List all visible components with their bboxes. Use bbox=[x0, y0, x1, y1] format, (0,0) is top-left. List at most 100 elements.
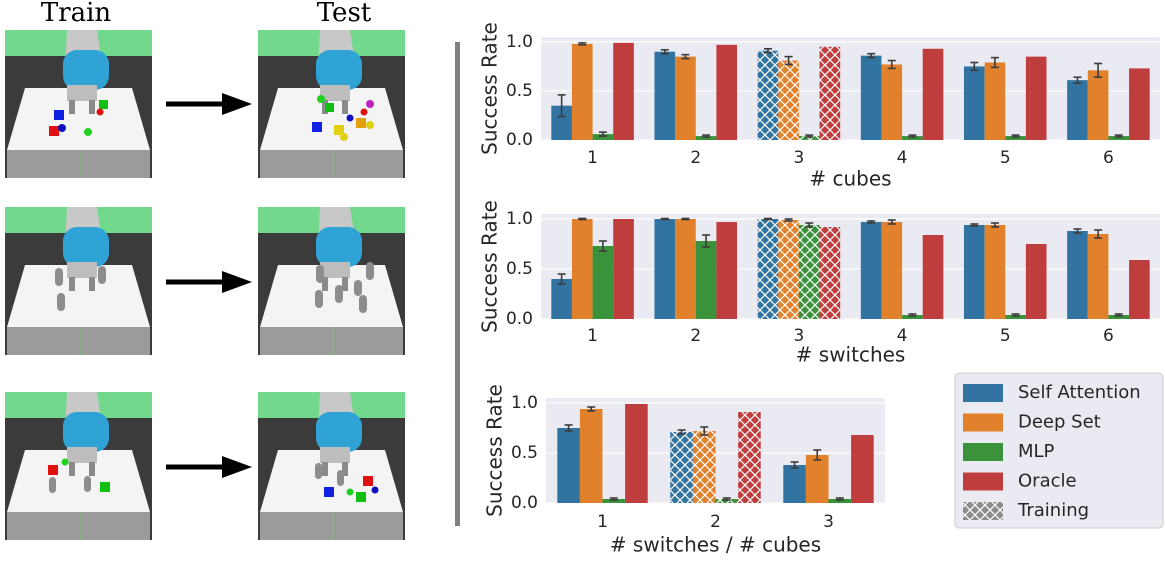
error-bar bbox=[700, 426, 709, 436]
scene-objects bbox=[48, 458, 110, 493]
error-bar bbox=[784, 218, 793, 222]
training-hatch bbox=[757, 50, 779, 140]
bar bbox=[1005, 136, 1026, 140]
y-tick-label: 0.0 bbox=[511, 493, 538, 513]
y-tick-label: 1.0 bbox=[511, 393, 538, 413]
bar bbox=[551, 279, 572, 319]
bar bbox=[675, 219, 696, 319]
bar bbox=[881, 222, 903, 319]
bar bbox=[592, 134, 614, 140]
x-tick-label: 6 bbox=[1103, 326, 1114, 346]
legend-swatch bbox=[963, 413, 1003, 432]
error-bar bbox=[835, 497, 844, 501]
bar bbox=[716, 222, 738, 319]
error-bar bbox=[805, 222, 814, 228]
error-bar bbox=[702, 134, 711, 138]
x-tick-label: 3 bbox=[794, 148, 805, 168]
bar bbox=[860, 55, 882, 141]
bar bbox=[613, 42, 634, 141]
bar-chart: 0.0 0.5 1.0 1 2 3 4 5 6 # switches Success Rate bbox=[478, 200, 1160, 367]
bar bbox=[571, 43, 593, 140]
bar bbox=[1087, 234, 1109, 319]
y-axis-label: Success Rate bbox=[483, 384, 507, 517]
y-tick-label: 0.5 bbox=[506, 81, 533, 101]
error-bar bbox=[587, 406, 596, 412]
training-hatch bbox=[715, 499, 739, 503]
error-bar bbox=[763, 47, 772, 54]
bar bbox=[592, 246, 614, 319]
x-axis-label: # switches / # cubes bbox=[610, 533, 821, 557]
x-tick-label: 6 bbox=[1103, 148, 1114, 168]
error-bar bbox=[598, 131, 607, 137]
bar bbox=[922, 235, 944, 319]
error-bar bbox=[805, 134, 814, 138]
bar bbox=[828, 499, 852, 503]
bar bbox=[984, 225, 1006, 319]
legend-swatch-hatch bbox=[963, 502, 1003, 520]
bar bbox=[579, 409, 603, 503]
bar bbox=[1067, 231, 1088, 319]
legend-swatch bbox=[963, 472, 1003, 491]
scene-image bbox=[4, 206, 153, 356]
bar bbox=[1087, 70, 1109, 140]
error-bar bbox=[1073, 76, 1082, 84]
error-bar bbox=[681, 53, 690, 60]
bar bbox=[881, 64, 903, 140]
error-bar bbox=[578, 42, 587, 46]
bar bbox=[1067, 80, 1088, 140]
bar bbox=[675, 56, 696, 140]
error-bar bbox=[887, 219, 896, 225]
bar bbox=[551, 105, 572, 140]
bar bbox=[716, 44, 738, 140]
bar bbox=[805, 455, 829, 503]
x-tick-label: 2 bbox=[710, 512, 721, 532]
training-hatch bbox=[670, 432, 693, 503]
bar-chart: 0.0 0.5 1.0 1 2 3# switches / # cubes Success … bbox=[483, 384, 885, 557]
training-hatch bbox=[798, 136, 820, 140]
error-bar bbox=[970, 61, 979, 72]
training-hatch bbox=[778, 220, 799, 319]
legend-label: Self Attention bbox=[1018, 382, 1141, 403]
bar bbox=[783, 465, 806, 503]
x-axis-label: # switches bbox=[796, 343, 906, 367]
bar bbox=[654, 219, 676, 319]
scene-objects bbox=[312, 95, 374, 141]
training-hatch bbox=[819, 46, 841, 140]
y-axis-label: Success Rate bbox=[478, 22, 502, 155]
error-bar bbox=[681, 217, 690, 221]
legend-label: Training bbox=[1017, 500, 1089, 521]
train-label: Train bbox=[41, 0, 112, 28]
legend-label: Oracle bbox=[1018, 471, 1077, 492]
bar bbox=[1108, 136, 1130, 140]
bar bbox=[625, 404, 648, 503]
error-bar bbox=[970, 223, 979, 227]
bar bbox=[902, 315, 923, 319]
x-tick-label: 3 bbox=[823, 512, 834, 532]
scene-image bbox=[257, 391, 406, 541]
arrow bbox=[166, 93, 252, 478]
training-hatch bbox=[738, 412, 761, 503]
bar bbox=[963, 66, 985, 140]
legend-swatch bbox=[963, 443, 1003, 461]
error-bar bbox=[813, 449, 822, 461]
x-tick-label: 1 bbox=[587, 326, 598, 346]
y-tick-label: 1.0 bbox=[506, 32, 533, 52]
error-bar bbox=[557, 273, 566, 285]
scene-image bbox=[4, 29, 153, 179]
legend-frame bbox=[954, 372, 1164, 529]
plot-area bbox=[541, 214, 1160, 319]
training-hatch bbox=[819, 227, 841, 319]
error-bar bbox=[1094, 62, 1103, 79]
error-bar bbox=[990, 56, 999, 69]
training-hatch bbox=[798, 225, 820, 319]
training-hatch bbox=[778, 60, 799, 140]
error-bar bbox=[557, 94, 566, 118]
bar bbox=[902, 136, 923, 140]
bar bbox=[1005, 315, 1026, 319]
divider bbox=[455, 42, 460, 526]
y-axis-label: Success Rate bbox=[478, 200, 502, 333]
bar bbox=[1025, 56, 1047, 140]
error-bar bbox=[887, 59, 896, 70]
